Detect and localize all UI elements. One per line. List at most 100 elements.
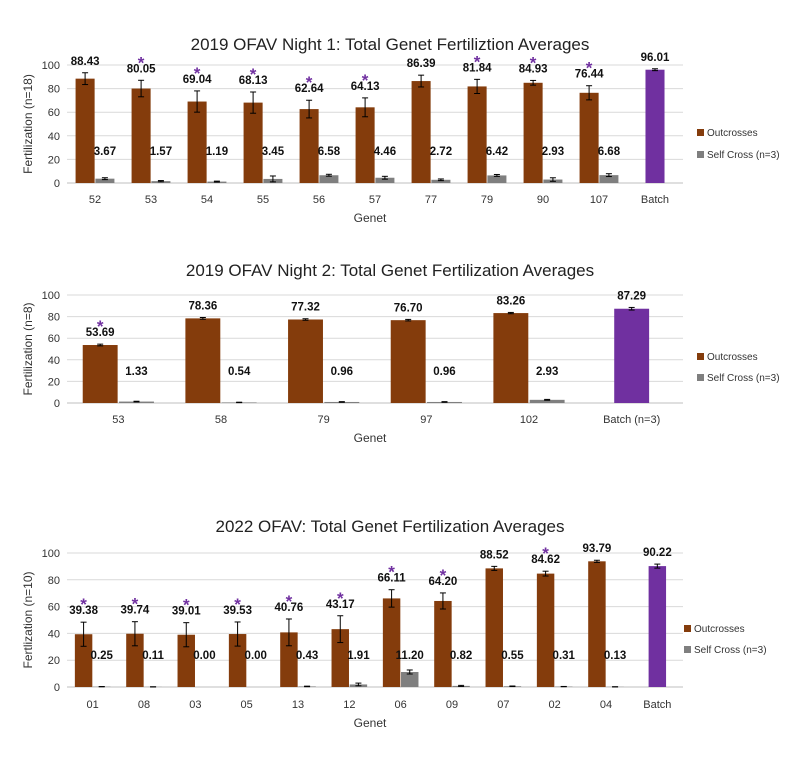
y-tick-label: 20 bbox=[48, 154, 60, 166]
x-tick-label: 05 bbox=[241, 699, 253, 711]
x-tick-label: 09 bbox=[446, 699, 458, 711]
x-tick-label: 06 bbox=[395, 699, 407, 711]
data-label: 0.31 bbox=[553, 650, 576, 662]
data-label: 0.00 bbox=[245, 650, 267, 662]
data-label: 96.01 bbox=[641, 52, 670, 64]
data-label: 0.25 bbox=[91, 650, 114, 662]
x-tick-label: 77 bbox=[425, 194, 437, 206]
data-label: 69.04 bbox=[183, 74, 212, 86]
x-tick-label: 02 bbox=[549, 699, 561, 711]
data-label: 1.57 bbox=[150, 146, 172, 158]
outcross-bar bbox=[288, 319, 323, 403]
data-label: 0.00 bbox=[193, 650, 215, 662]
x-tick-label: 07 bbox=[497, 699, 509, 711]
significance-star: * bbox=[586, 59, 593, 78]
chart-night-2: 2019 OFAV Night 2: Total Genet Fertiliza… bbox=[21, 261, 780, 445]
legend-swatch-self-cross bbox=[697, 374, 704, 381]
data-label: 80.05 bbox=[127, 63, 156, 75]
x-tick-label: 12 bbox=[343, 699, 355, 711]
data-label: 43.17 bbox=[326, 599, 355, 611]
legend-swatch-self-cross bbox=[697, 151, 704, 158]
data-label: 0.55 bbox=[501, 650, 524, 662]
x-tick-label: Batch bbox=[643, 699, 671, 711]
x-tick-label: 13 bbox=[292, 699, 304, 711]
data-label: 6.68 bbox=[598, 146, 621, 158]
y-tick-label: 40 bbox=[48, 628, 60, 640]
outcross-bar bbox=[75, 78, 95, 183]
y-tick-label: 0 bbox=[54, 178, 60, 190]
self-cross-bar bbox=[487, 175, 507, 183]
data-label: 39.74 bbox=[121, 605, 150, 617]
significance-star: * bbox=[542, 544, 549, 563]
x-tick-label: 56 bbox=[313, 194, 325, 206]
outcross-bar bbox=[299, 109, 319, 183]
outcross-bar bbox=[411, 81, 431, 183]
significance-star: * bbox=[306, 73, 313, 92]
data-label: 3.45 bbox=[262, 146, 285, 158]
y-tick-label: 0 bbox=[54, 398, 60, 410]
x-tick-label: Batch bbox=[641, 194, 669, 206]
significance-star: * bbox=[474, 52, 481, 71]
self-cross-bar bbox=[529, 399, 565, 403]
data-label: 2.93 bbox=[536, 366, 558, 378]
self-cross-bar bbox=[319, 175, 339, 183]
y-axis-label: Fertilization (n=8) bbox=[21, 302, 35, 395]
y-axis-label: Fertilization (n=18) bbox=[21, 74, 35, 174]
outcross-bar bbox=[331, 629, 349, 687]
chart-panel-night-1: 2019 OFAV Night 1: Total Genet Fertilizt… bbox=[0, 0, 794, 250]
significance-star: * bbox=[194, 64, 201, 83]
data-label: 83.26 bbox=[496, 295, 525, 307]
x-axis-label: Genet bbox=[354, 716, 387, 730]
data-label: 88.43 bbox=[71, 56, 100, 68]
y-tick-label: 80 bbox=[48, 84, 60, 96]
outcross-bar bbox=[82, 345, 118, 403]
chart-panel-2022: 2022 OFAV: Total Genet Fertilization Ave… bbox=[0, 500, 794, 774]
chart-2022: 2022 OFAV: Total Genet Fertilization Ave… bbox=[21, 517, 767, 730]
significance-star: * bbox=[80, 595, 87, 614]
y-tick-label: 100 bbox=[42, 548, 60, 560]
data-label: 93.79 bbox=[583, 543, 612, 555]
x-tick-label: 53 bbox=[145, 194, 157, 206]
self-cross-bar bbox=[95, 178, 115, 183]
data-label: 39.53 bbox=[223, 605, 252, 617]
outcross-bar bbox=[485, 568, 503, 687]
outcross-bar bbox=[434, 600, 452, 687]
data-label: 84.62 bbox=[531, 554, 560, 566]
data-label: 87.29 bbox=[617, 290, 646, 302]
x-tick-label: 102 bbox=[520, 414, 538, 426]
y-tick-label: 60 bbox=[48, 602, 60, 614]
outcross-bar bbox=[126, 633, 144, 687]
data-label: 0.54 bbox=[228, 366, 251, 378]
x-tick-label: 79 bbox=[481, 194, 493, 206]
significance-star: * bbox=[132, 595, 139, 614]
self-cross-bar bbox=[401, 671, 419, 687]
data-label: 84.93 bbox=[519, 63, 548, 75]
y-axis-label: Fertlization (n=10) bbox=[21, 571, 35, 668]
data-label: 81.84 bbox=[463, 62, 492, 74]
data-label: 0.96 bbox=[433, 366, 455, 378]
batch-bar bbox=[614, 308, 650, 403]
x-axis-label: Genet bbox=[354, 431, 387, 445]
significance-star: * bbox=[183, 596, 190, 615]
x-tick-label: 03 bbox=[189, 699, 201, 711]
data-label: 1.33 bbox=[125, 366, 147, 378]
x-tick-label: 97 bbox=[420, 414, 432, 426]
outcross-bar bbox=[382, 598, 401, 687]
data-label: 86.39 bbox=[407, 58, 436, 70]
chart-title: 2019 OFAV Night 2: Total Genet Fertiliza… bbox=[186, 261, 594, 280]
outcross-bar bbox=[228, 634, 247, 687]
data-label: 77.32 bbox=[291, 302, 320, 314]
chart-panel-night-2: 2019 OFAV Night 2: Total Genet Fertiliza… bbox=[0, 250, 794, 500]
data-label: 6.58 bbox=[318, 146, 341, 158]
data-label: 90.22 bbox=[643, 547, 672, 559]
self-cross-bar bbox=[431, 179, 451, 183]
significance-star: * bbox=[388, 563, 395, 582]
outcross-bar bbox=[131, 88, 151, 183]
y-tick-label: 20 bbox=[48, 655, 60, 667]
outcross-bar bbox=[74, 634, 93, 687]
y-tick-label: 80 bbox=[48, 575, 60, 587]
data-label: 1.91 bbox=[347, 650, 370, 662]
chart-night-1: 2019 OFAV Night 1: Total Genet Fertilizt… bbox=[21, 35, 780, 225]
outcross-bar bbox=[243, 102, 263, 183]
x-tick-label: 57 bbox=[369, 194, 381, 206]
